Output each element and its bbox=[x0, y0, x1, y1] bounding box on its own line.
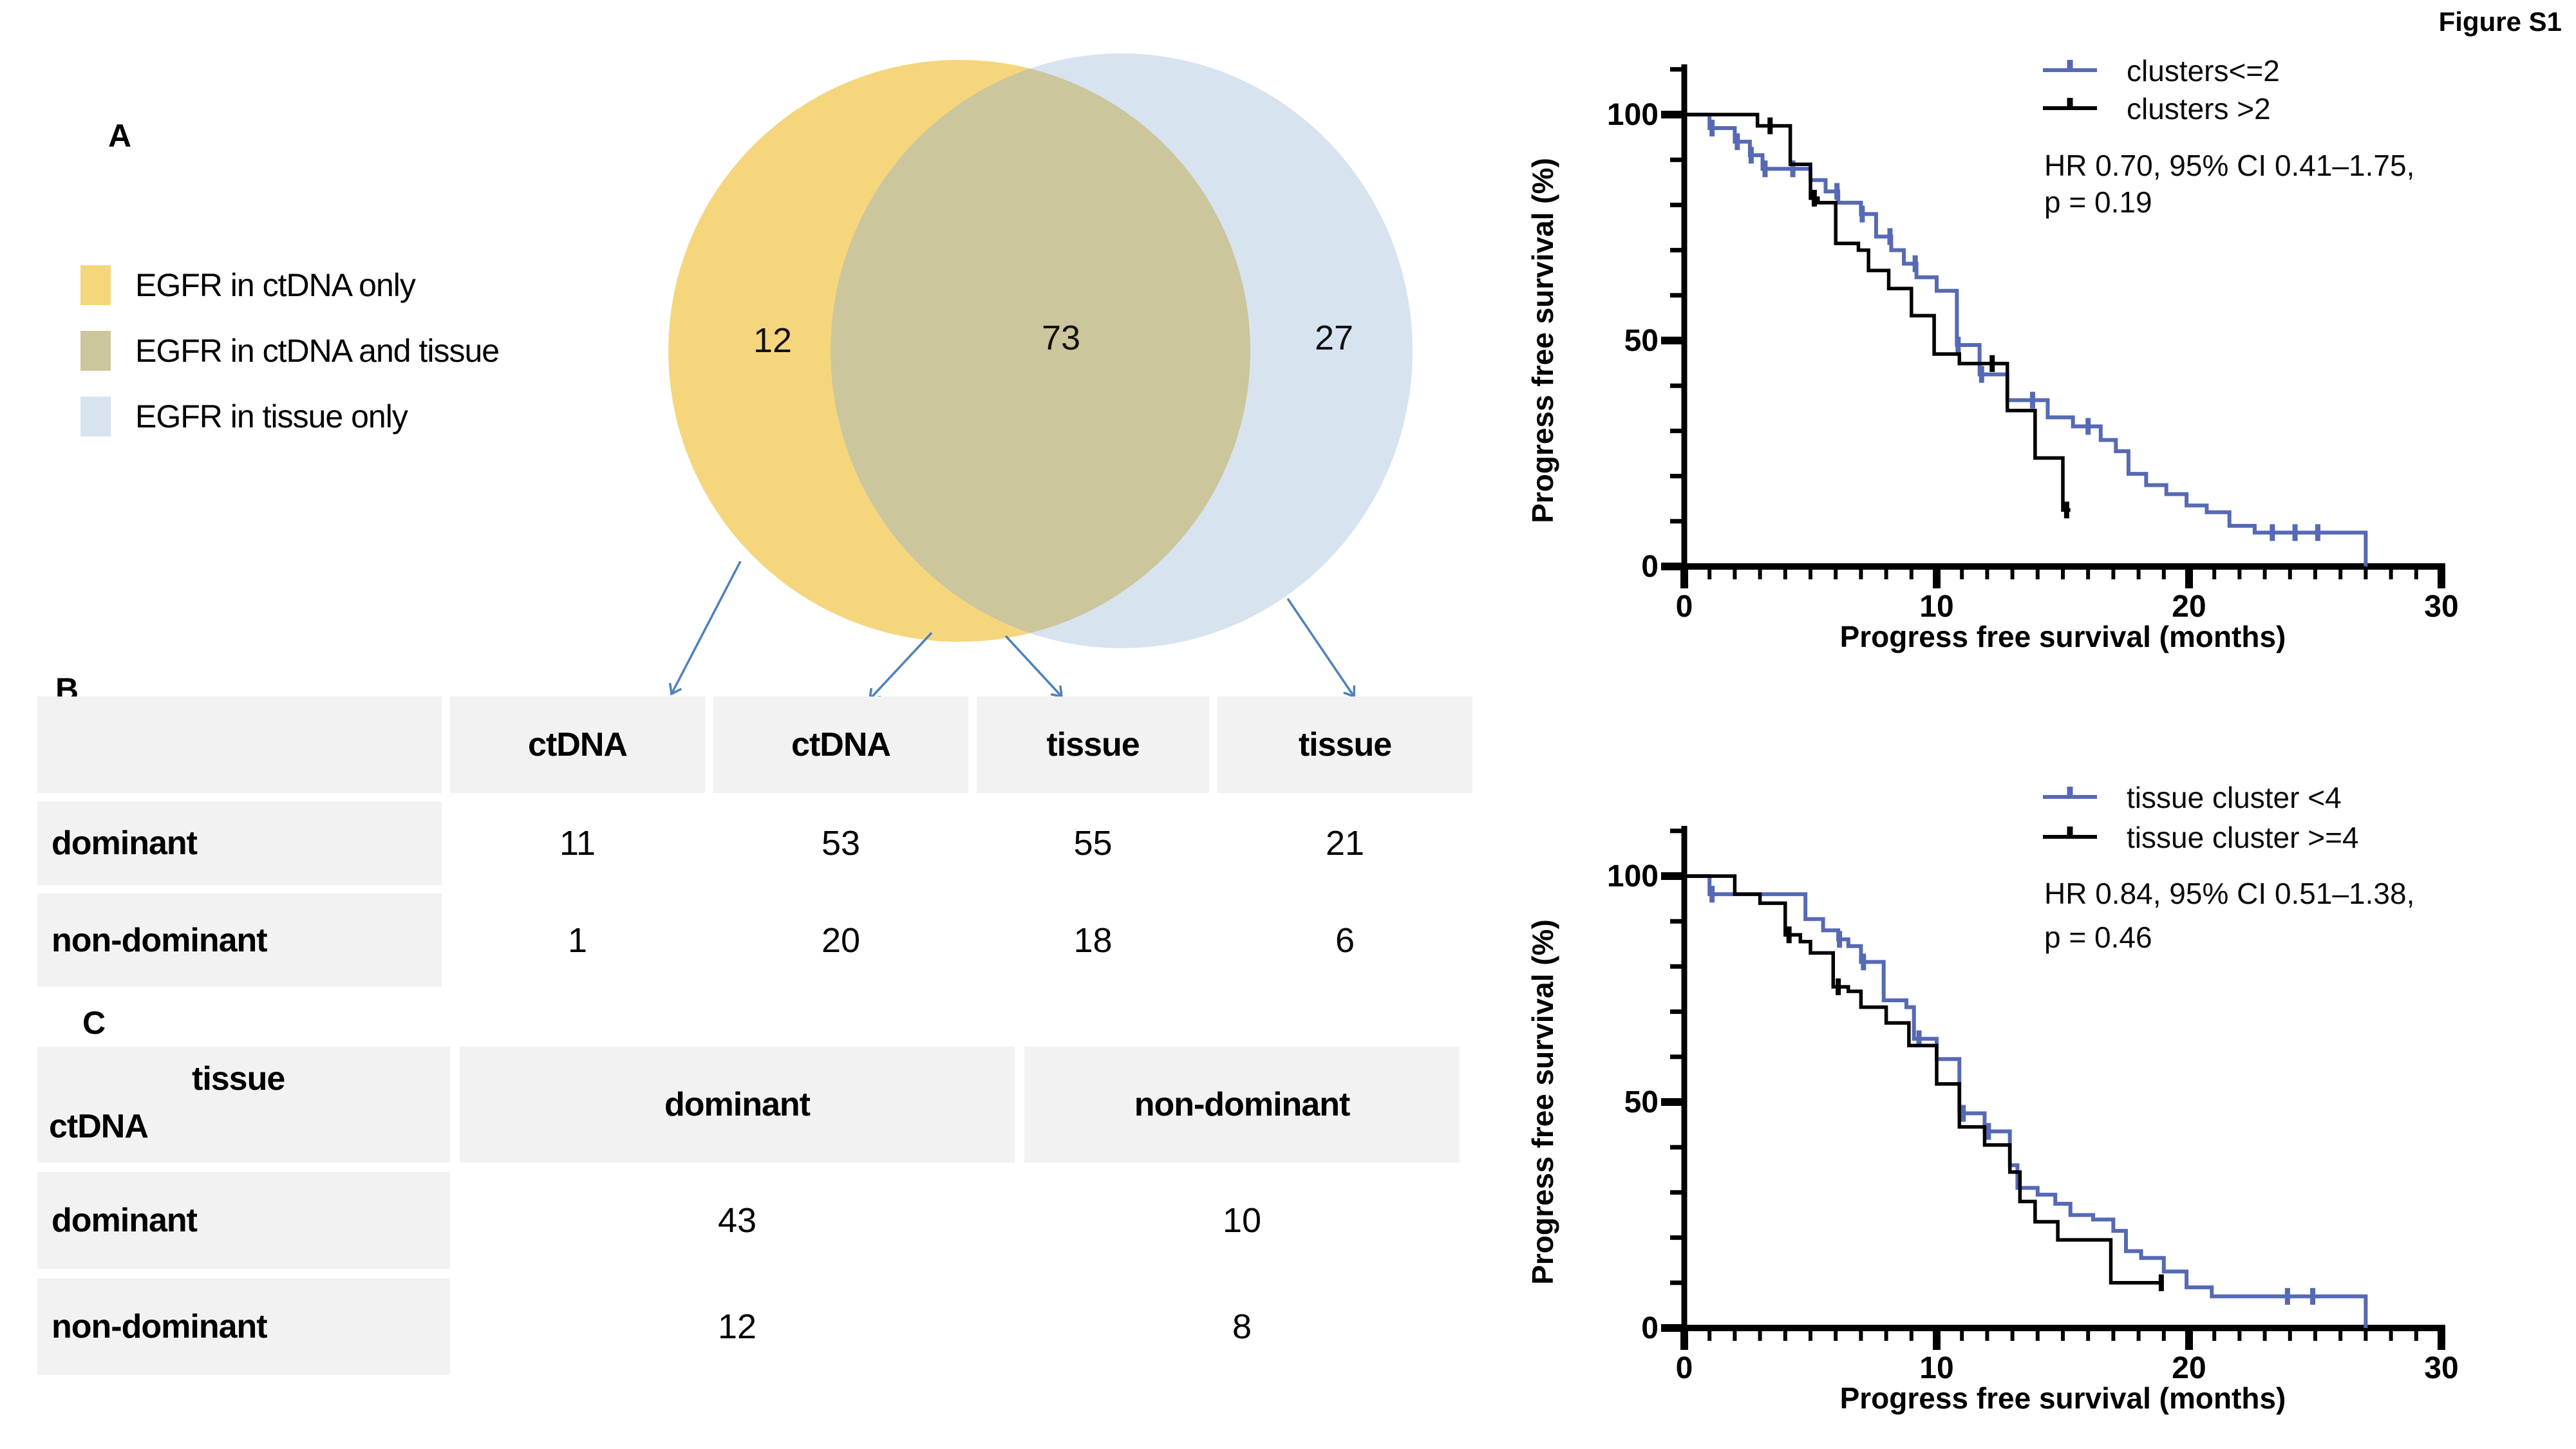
svg-text:0: 0 bbox=[1641, 1311, 1659, 1345]
table-b-dominant-ctdna-2: 53 bbox=[821, 824, 861, 863]
figure-title: Figure S1 bbox=[2438, 6, 2562, 37]
table-b-row-dominant-label: dominant bbox=[37, 801, 442, 885]
svg-text:30: 30 bbox=[2424, 590, 2458, 624]
panel-c-label: C bbox=[82, 1005, 106, 1041]
table-b-row-non-dominant-label: non-dominant bbox=[37, 893, 442, 987]
svg-text:10: 10 bbox=[1919, 1351, 1953, 1385]
table-b-non-dominant-ctdna-1: 1 bbox=[567, 921, 588, 960]
table-b-non-dominant-tissue-2: 6 bbox=[1335, 921, 1355, 960]
svg-text:HR 0.70, 95% CI 0.41–1.75,: HR 0.70, 95% CI 0.41–1.75, bbox=[2044, 149, 2414, 182]
svg-text:Progress free survival (months: Progress free survival (months) bbox=[1840, 1381, 2286, 1415]
svg-text:p = 0.46: p = 0.46 bbox=[2044, 921, 2152, 954]
svg-text:clusters<=2: clusters<=2 bbox=[2127, 54, 2280, 88]
svg-text:50: 50 bbox=[1624, 1085, 1659, 1119]
svg-text:Progress free survival (%): Progress free survival (%) bbox=[1526, 158, 1559, 523]
svg-text:0: 0 bbox=[1676, 1351, 1693, 1385]
table-b-header-tissue-2: tissue bbox=[1217, 696, 1472, 793]
table-c-non-dominant-non-dominant: 8 bbox=[1232, 1307, 1252, 1346]
table-b-header-tissue-1: tissue bbox=[977, 696, 1209, 793]
km-plot-2: 0 50 100 0 10 20 30 Progress free survival (mon… bbox=[1526, 781, 2459, 1415]
table-c-row-non-dominant-label: non-dominant bbox=[37, 1278, 450, 1375]
table-c-non-dominant-dominant: 12 bbox=[717, 1307, 757, 1346]
svg-text:tissue cluster <4: tissue cluster <4 bbox=[2127, 781, 2342, 814]
ctdna-and-tissue-label: EGFR in ctDNA and tissue bbox=[135, 333, 500, 369]
venn-to-table-arrows bbox=[668, 561, 1356, 701]
tissue-only-label: EGFR in tissue only bbox=[135, 398, 408, 435]
ctdna-only-label: EGFR in ctDNA only bbox=[135, 267, 416, 303]
svg-text:100: 100 bbox=[1607, 859, 1659, 893]
venn-diagram: 12 73 27 bbox=[668, 53, 1413, 701]
svg-text:p = 0.19: p = 0.19 bbox=[2044, 185, 2152, 219]
table-c-concordance: tissue ctDNA dominant non-dominant domin… bbox=[37, 1047, 1460, 1375]
table-b-dominant-tissue-2: 21 bbox=[1325, 824, 1365, 863]
ctdna-and-tissue-swatch bbox=[80, 331, 111, 371]
table-b-dominant-tissue-1: 55 bbox=[1073, 824, 1113, 863]
table-b-non-dominant-tissue-1: 18 bbox=[1073, 921, 1113, 960]
panel-a-label: A bbox=[108, 118, 132, 154]
table-b-corner-cell bbox=[37, 696, 442, 793]
svg-text:tissue cluster >=4: tissue cluster >=4 bbox=[2127, 821, 2359, 854]
km-plot-1: 0 50 100 0 10 20 30 Progress free survival (mon… bbox=[1526, 54, 2459, 653]
venn-overlap-lens bbox=[831, 60, 1250, 642]
svg-text:10: 10 bbox=[1919, 590, 1953, 624]
svg-text:0: 0 bbox=[1641, 550, 1659, 584]
table-c-dominant-dominant: 43 bbox=[717, 1201, 757, 1240]
table-c-header-dominant: dominant bbox=[460, 1047, 1015, 1163]
arrow-2 bbox=[868, 631, 933, 701]
table-c-header-non-dominant: non-dominant bbox=[1024, 1047, 1460, 1163]
table-b-non-dominant-ctdna-2: 20 bbox=[821, 921, 861, 960]
table-b-header-ctdna-1: ctDNA bbox=[450, 696, 705, 793]
arrow-3 bbox=[1004, 635, 1064, 698]
table-b-header-ctdna-2: ctDNA bbox=[713, 696, 968, 793]
svg-text:50: 50 bbox=[1624, 324, 1659, 358]
venn-count-overlap: 73 bbox=[1042, 319, 1080, 357]
table-c-corner-cell: tissue ctDNA bbox=[37, 1047, 450, 1163]
table-b-dominant-ctdna-1: 11 bbox=[559, 824, 596, 863]
table-b-mutation-counts: ctDNA ctDNA tissue tissue dominant 11 53… bbox=[37, 696, 1472, 987]
svg-text:clusters >2: clusters >2 bbox=[2127, 92, 2271, 126]
venn-legend-item-tissue-only: EGFR in tissue only bbox=[80, 397, 408, 436]
table-c-corner-tissue: tissue bbox=[192, 1060, 285, 1098]
venn-count-ctdna-only: 12 bbox=[753, 321, 792, 360]
tissue-only-swatch bbox=[80, 397, 111, 436]
svg-text:Progress free survival (%): Progress free survival (%) bbox=[1526, 919, 1559, 1285]
svg-text:30: 30 bbox=[2424, 1351, 2458, 1385]
svg-text:20: 20 bbox=[2172, 590, 2206, 624]
svg-text:Progress free survival (months: Progress free survival (months) bbox=[1840, 620, 2286, 653]
venn-count-tissue-only: 27 bbox=[1315, 319, 1353, 357]
svg-text:HR 0.84, 95% CI 0.51–1.38,: HR 0.84, 95% CI 0.51–1.38, bbox=[2044, 877, 2414, 910]
svg-text:0: 0 bbox=[1676, 590, 1693, 624]
svg-text:20: 20 bbox=[2172, 1351, 2206, 1385]
arrow-1 bbox=[668, 561, 742, 696]
venn-legend-item-ctdna-and-tissue: EGFR in ctDNA and tissue bbox=[80, 331, 500, 371]
table-c-corner-ctdna: ctDNA bbox=[49, 1108, 149, 1145]
ctdna-only-swatch bbox=[80, 265, 111, 305]
arrow-4 bbox=[1286, 598, 1356, 698]
table-c-dominant-non-dominant: 10 bbox=[1222, 1201, 1262, 1240]
svg-text:100: 100 bbox=[1607, 98, 1659, 132]
venn-legend-item-ctdna-only: EGFR in ctDNA only bbox=[80, 265, 416, 305]
table-c-row-dominant-label: dominant bbox=[37, 1172, 450, 1269]
